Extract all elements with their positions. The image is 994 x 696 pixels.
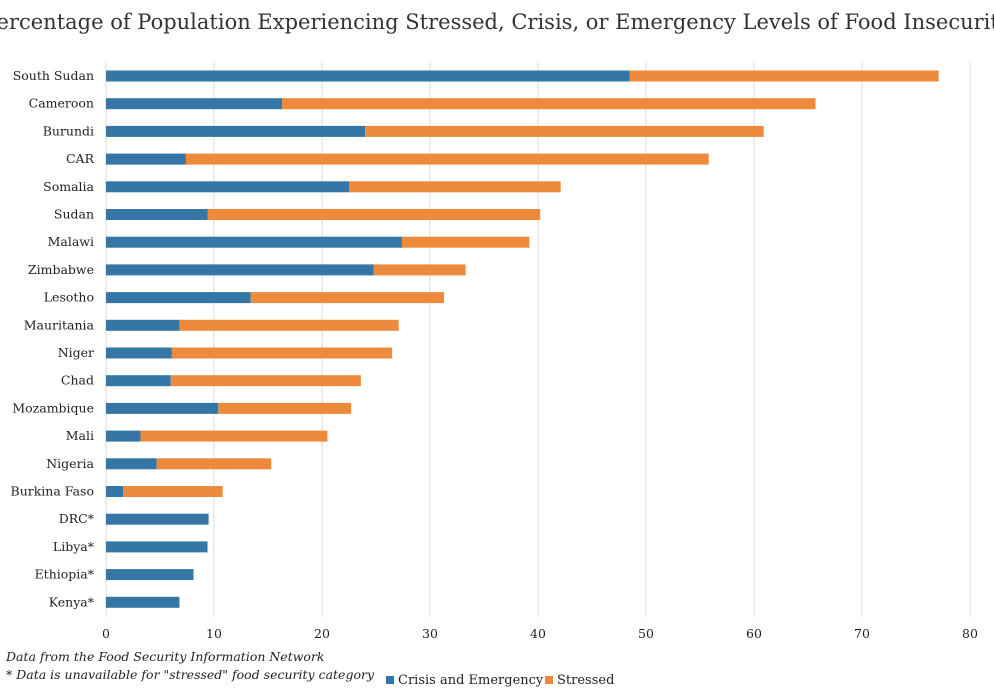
bar-crisis-and-emergency xyxy=(106,513,209,525)
bar-crisis-and-emergency xyxy=(106,70,630,82)
bar-crisis-and-emergency xyxy=(106,486,124,497)
bar-stressed xyxy=(179,319,399,331)
x-tick-label: 20 xyxy=(314,626,330,641)
bar-stressed xyxy=(185,153,709,165)
bar-crisis-and-emergency xyxy=(106,402,219,414)
x-tick-label: 30 xyxy=(422,626,438,641)
bar-stressed xyxy=(373,264,466,276)
category-label: Burkina Faso xyxy=(11,484,94,499)
x-tick-label: 0 xyxy=(102,626,110,641)
x-tick-label: 50 xyxy=(638,626,654,641)
bar-crisis-and-emergency xyxy=(106,236,402,248)
category-label: Kenya* xyxy=(49,594,95,609)
category-label: Mauritania xyxy=(24,317,95,332)
category-label: Somalia xyxy=(43,179,94,194)
bar-crisis-and-emergency xyxy=(106,125,366,137)
bars xyxy=(106,70,939,608)
category-label: Niger xyxy=(58,345,94,360)
gridlines xyxy=(105,62,971,617)
category-label: Nigeria xyxy=(46,456,94,471)
chart-title: Percentage of Population Experiencing St… xyxy=(0,10,994,34)
bar-crisis-and-emergency xyxy=(106,596,180,608)
bar-crisis-and-emergency xyxy=(106,181,349,193)
bar-stressed xyxy=(365,125,764,137)
category-label: Libya* xyxy=(53,539,95,554)
category-label: Zimbabwe xyxy=(28,262,94,277)
category-label: Cameroon xyxy=(29,96,94,111)
bar-crisis-and-emergency xyxy=(106,375,171,387)
category-label: Chad xyxy=(61,373,94,388)
category-label: Ethiopia* xyxy=(35,567,95,582)
category-labels: South Sudan Cameroon Burundi CAR Somalia Suda… xyxy=(11,68,95,609)
bar-stressed xyxy=(250,292,445,304)
bar-crisis-and-emergency xyxy=(106,430,141,442)
x-tick-labels: 0 10 20 30 40 50 60 70 80 xyxy=(102,626,978,641)
legend-label: Crisis and Emergency xyxy=(398,673,544,688)
category-label: Malawi xyxy=(48,234,94,249)
bar-stressed xyxy=(156,458,272,470)
bar-crisis-and-emergency xyxy=(106,264,374,276)
bar-stressed xyxy=(207,209,541,220)
bar-stressed xyxy=(349,181,561,193)
bar-stressed xyxy=(171,347,393,359)
category-label: Sudan xyxy=(54,207,94,222)
bar-crisis-and-emergency xyxy=(106,569,194,581)
bar-crisis-and-emergency xyxy=(106,153,186,165)
bar-stressed xyxy=(123,486,223,497)
bar-crisis-and-emergency xyxy=(106,319,180,331)
bar-stressed xyxy=(170,375,361,387)
x-tick-label: 10 xyxy=(206,626,222,641)
category-label: Mozambique xyxy=(12,400,94,415)
category-label: Burundi xyxy=(43,123,94,138)
bar-crisis-and-emergency xyxy=(106,292,251,304)
x-tick-label: 70 xyxy=(854,626,870,641)
category-label: Lesotho xyxy=(44,290,94,305)
x-tick-label: 40 xyxy=(530,626,546,641)
legend: Crisis and Emergency Stressed xyxy=(386,673,614,688)
x-tick-label: 80 xyxy=(962,626,978,641)
category-label: DRC* xyxy=(59,511,95,526)
legend-swatch xyxy=(545,676,553,684)
x-tick-label: 60 xyxy=(746,626,762,641)
bar-stressed xyxy=(140,430,328,442)
category-label: South Sudan xyxy=(13,68,94,83)
bar-crisis-and-emergency xyxy=(106,98,283,110)
bar-stressed xyxy=(218,402,352,414)
bar-crisis-and-emergency xyxy=(106,458,157,470)
bar-stressed xyxy=(401,236,530,248)
category-label: Mali xyxy=(66,428,94,443)
source-note: Data from the Food Security Information … xyxy=(5,649,325,664)
bar-stressed xyxy=(282,98,816,110)
legend-swatch xyxy=(386,676,394,684)
bar-stressed xyxy=(629,70,939,82)
unavailable-note: * Data is unavailable for "stressed" foo… xyxy=(6,667,375,682)
bar-crisis-and-emergency xyxy=(106,209,208,220)
bar-crisis-and-emergency xyxy=(106,347,172,359)
bar-crisis-and-emergency xyxy=(106,541,208,553)
category-label: CAR xyxy=(66,151,95,166)
legend-label: Stressed xyxy=(557,673,614,688)
